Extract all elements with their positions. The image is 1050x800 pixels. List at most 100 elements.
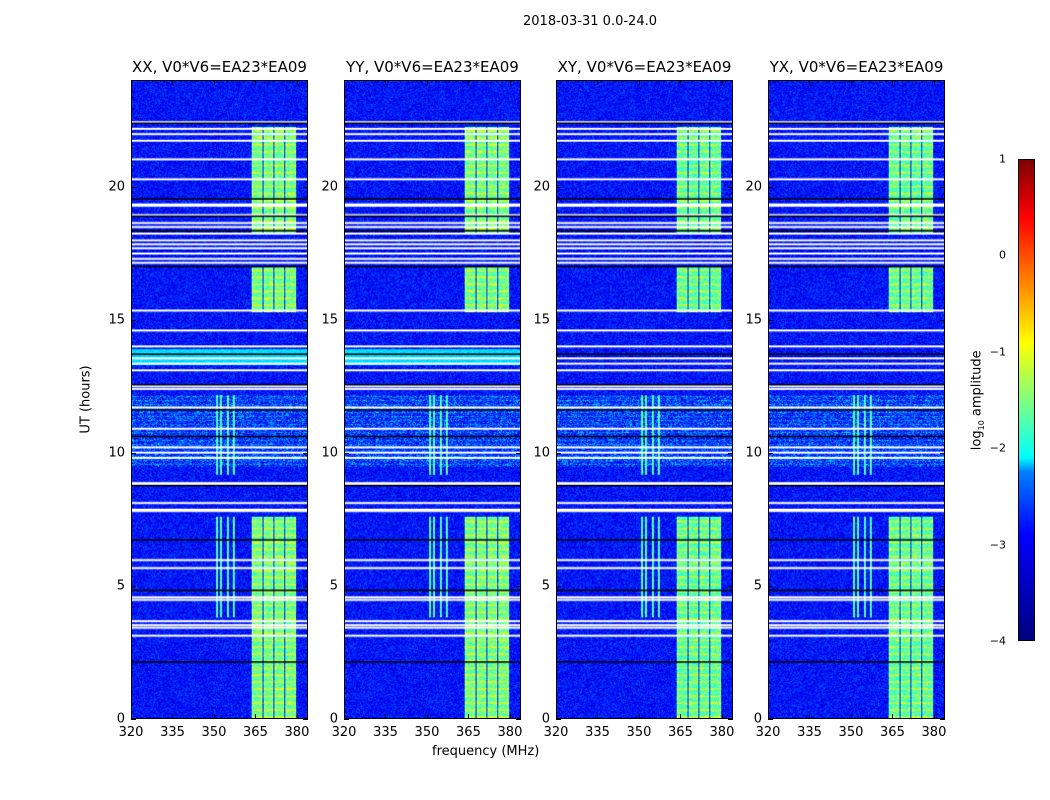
x-tick-mark	[344, 80, 345, 85]
y-tick-label: 20	[533, 179, 550, 194]
x-tick-mark	[131, 714, 132, 719]
x-tick-mark	[638, 80, 640, 85]
x-tick-mark	[296, 80, 298, 85]
x-tick-mark	[509, 80, 511, 85]
x-tick-label: 335	[160, 725, 185, 740]
y-tick-mark	[556, 319, 561, 321]
y-tick-mark	[516, 719, 521, 720]
x-tick-mark	[468, 80, 470, 85]
panel-title: XY, V0*V6=EA23*EA09	[557, 58, 732, 76]
panel-1: YY, V0*V6=EA23*EA09 320 335 350 365 380 0 5 10 15…	[321, 58, 522, 740]
x-tick-label: 380	[921, 725, 947, 740]
panel-title: YX, V0*V6=EA23*EA09	[769, 58, 944, 76]
x-tick-label: 350	[626, 725, 652, 740]
x-tick-mark	[638, 714, 640, 719]
y-tick-mark	[131, 319, 136, 321]
y-tick-label: 10	[108, 445, 125, 461]
panel-title: XX, V0*V6=EA23*EA09	[132, 58, 307, 76]
panel-0: XX, V0*V6=EA23*EA09 320 335 350 365 380 0 5 10 15…	[108, 58, 309, 740]
waterfall-heatmap	[768, 80, 945, 719]
y-tick-mark	[768, 186, 773, 188]
x-tick-mark	[597, 714, 599, 719]
y-tick-mark	[940, 452, 945, 454]
y-tick-mark	[940, 719, 945, 720]
y-tick-mark	[728, 719, 733, 720]
x-tick-mark	[933, 714, 935, 719]
x-tick-mark	[172, 80, 174, 85]
x-tick-mark	[426, 80, 428, 85]
x-tick-label: 335	[585, 725, 610, 740]
y-tick-mark	[344, 452, 349, 454]
y-tick-mark	[516, 186, 521, 188]
y-tick-mark	[768, 319, 773, 321]
y-tick-label: 5	[329, 578, 338, 594]
x-tick-label: 380	[284, 725, 310, 740]
y-tick-mark	[516, 452, 521, 454]
y-tick-label: 20	[321, 179, 338, 194]
x-tick-mark	[850, 714, 852, 719]
x-tick-mark	[680, 714, 682, 719]
x-tick-mark	[131, 80, 132, 85]
x-tick-mark	[809, 714, 811, 719]
x-tick-label: 365	[880, 725, 905, 740]
y-tick-label: 15	[321, 312, 338, 328]
x-tick-mark	[172, 714, 174, 719]
y-tick-mark	[131, 719, 136, 720]
x-tick-label: 335	[797, 725, 822, 740]
y-tick-mark	[940, 585, 945, 587]
colorbar-label: log10 amplitude	[969, 350, 987, 451]
x-axis-label: frequency (MHz)	[432, 744, 540, 759]
x-tick-mark	[556, 714, 557, 719]
y-tick-mark	[303, 452, 308, 454]
x-tick-label: 320	[543, 725, 569, 740]
x-tick-mark	[721, 80, 723, 85]
x-tick-mark	[597, 80, 599, 85]
x-tick-label: 350	[201, 725, 227, 740]
colorbar-tick-label: −1	[989, 345, 1006, 359]
y-tick-mark	[131, 186, 136, 188]
y-tick-label: 20	[108, 179, 125, 194]
y-tick-mark	[303, 719, 308, 720]
y-tick-mark	[728, 319, 733, 321]
x-tick-mark	[892, 80, 894, 85]
x-tick-mark	[892, 714, 894, 719]
y-tick-mark	[768, 585, 773, 587]
y-tick-label: 5	[753, 578, 762, 594]
x-tick-label: 320	[331, 725, 357, 740]
x-tick-mark	[213, 80, 215, 85]
y-tick-mark	[344, 719, 349, 720]
y-tick-label: 0	[329, 711, 338, 727]
x-tick-mark	[768, 714, 769, 719]
colorbar-tick-label: −4	[989, 634, 1006, 648]
y-tick-mark	[344, 585, 349, 587]
y-tick-mark	[728, 186, 733, 188]
y-tick-label: 15	[533, 312, 550, 328]
panel-title: YY, V0*V6=EA23*EA09	[346, 58, 519, 76]
y-tick-mark	[344, 319, 349, 321]
y-tick-mark	[556, 585, 561, 587]
y-tick-mark	[556, 452, 561, 454]
x-tick-label: 365	[243, 725, 268, 740]
y-tick-label: 15	[108, 312, 125, 328]
y-tick-label: 5	[116, 578, 125, 594]
waterfall-heatmap	[131, 80, 308, 719]
x-tick-label: 350	[414, 725, 440, 740]
y-tick-label: 0	[753, 711, 762, 727]
x-tick-label: 350	[838, 725, 864, 740]
x-tick-mark	[255, 80, 257, 85]
y-tick-mark	[768, 452, 773, 454]
x-tick-mark	[385, 80, 387, 85]
x-tick-label: 380	[497, 725, 523, 740]
colorbar-tick-label: −2	[989, 441, 1006, 455]
y-tick-mark	[728, 585, 733, 587]
x-tick-mark	[509, 714, 511, 719]
y-tick-mark	[516, 585, 521, 587]
y-tick-label: 10	[321, 445, 338, 461]
x-tick-label: 365	[456, 725, 481, 740]
y-tick-mark	[556, 186, 561, 188]
figure-title: 2018-03-31 0.0-24.0	[523, 14, 657, 29]
y-tick-mark	[556, 719, 561, 720]
y-tick-label: 15	[745, 312, 762, 328]
x-tick-mark	[344, 714, 345, 719]
